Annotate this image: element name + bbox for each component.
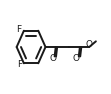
Text: O: O — [86, 40, 93, 49]
Text: O: O — [50, 54, 57, 63]
Text: F: F — [17, 60, 22, 69]
Text: F: F — [16, 25, 21, 34]
Text: O: O — [73, 54, 80, 63]
